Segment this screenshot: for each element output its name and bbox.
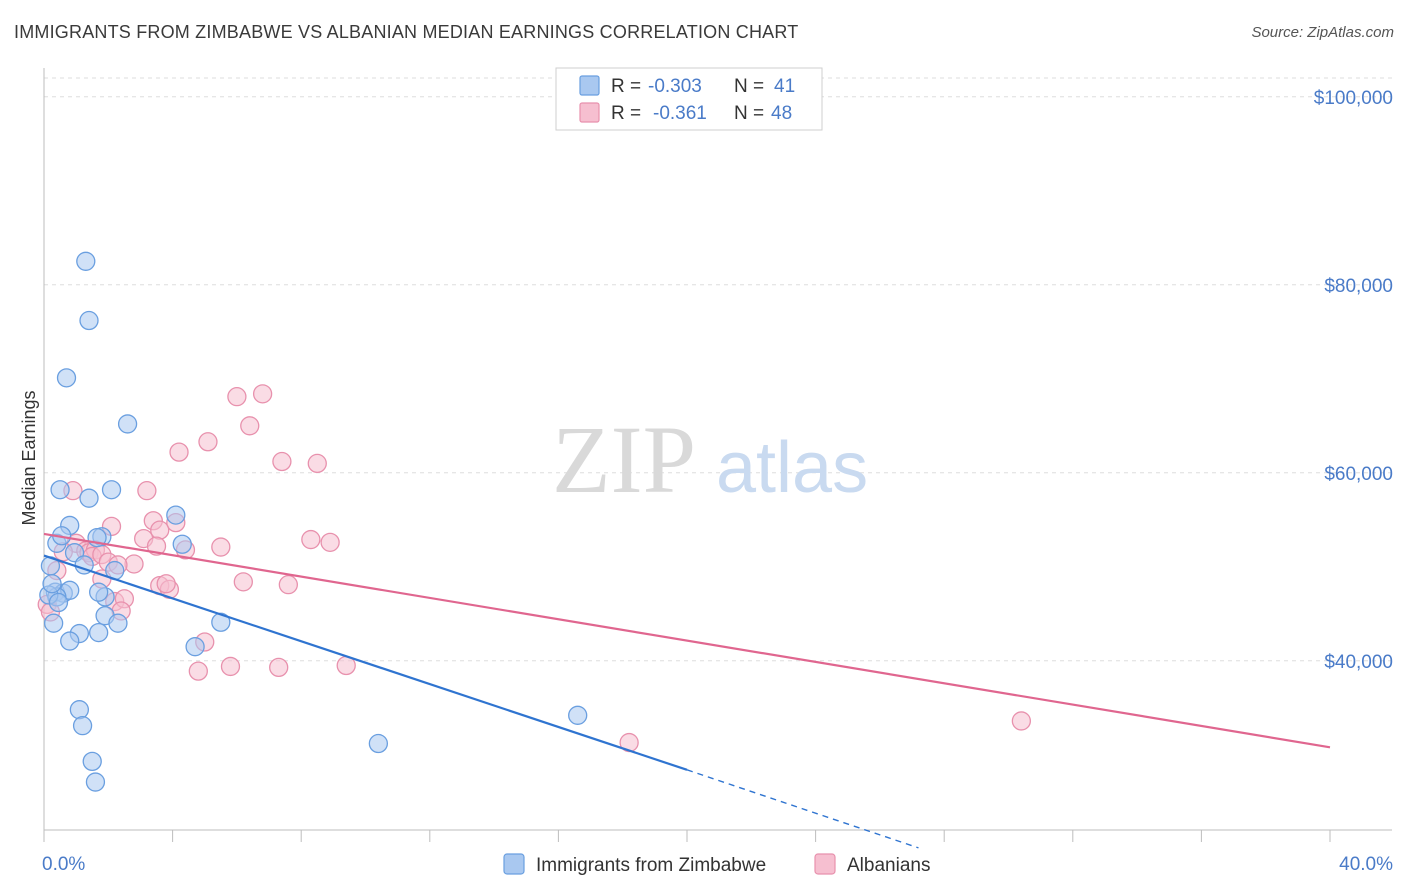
y-axis-label: Median Earnings <box>19 390 39 525</box>
albanians-trend-line <box>43 532 1331 749</box>
chart-title: IMMIGRANTS FROM ZIMBABWE VS ALBANIAN MED… <box>14 22 799 42</box>
legend-r-label-zimbabwe: R = <box>611 76 641 97</box>
legend-swatch-zimbabwe <box>579 75 600 96</box>
legend-r-value-zimbabwe: -0.303 <box>648 76 702 97</box>
albanians-point-3 <box>198 432 218 452</box>
albanians-point-40 <box>188 661 208 681</box>
zimbabwe-trend-line-extension <box>686 769 919 849</box>
zimbabwe-point-1 <box>79 310 99 331</box>
legend-box <box>555 67 823 131</box>
albanians-point-28 <box>124 554 144 574</box>
legend-swatch-albanians <box>579 102 600 123</box>
zimbabwe-point-29 <box>72 716 93 736</box>
albanians-point-34 <box>233 572 253 592</box>
albanians-point-33 <box>156 574 176 594</box>
watermark-atlas: atlas <box>716 428 868 508</box>
y-tick-label-60000: $60,000 <box>1324 464 1393 485</box>
legend-r-value-albanians: -0.361 <box>653 103 707 124</box>
zimbabwe-point-21 <box>89 622 109 643</box>
bottom-legend-label-albanians: Albanians <box>847 855 930 876</box>
legend-r-label-albanians: R = <box>611 103 641 124</box>
albanians-point-7 <box>137 481 157 501</box>
albanians-point-16 <box>211 537 231 557</box>
zimbabwe-point-5 <box>79 488 99 508</box>
albanians-point-12 <box>150 520 170 540</box>
watermark-zip: ZIP <box>552 406 696 513</box>
zimbabwe-points <box>39 251 588 792</box>
zimbabwe-point-6 <box>101 480 122 500</box>
zimbabwe-point-24 <box>166 505 186 525</box>
zimbabwe-point-0 <box>76 251 96 271</box>
albanians-point-6 <box>307 453 327 474</box>
trend-lines <box>43 532 1331 849</box>
watermark: ZIP atlas <box>552 406 868 513</box>
albanians-points <box>37 384 1032 753</box>
x-tick-labels: 0.0% 40.0% <box>42 854 1393 875</box>
albanians-point-4 <box>169 442 189 462</box>
zimbabwe-point-26 <box>211 612 231 632</box>
zimbabwe-point-33 <box>568 705 588 725</box>
zimbabwe-point-28 <box>69 700 90 720</box>
bottom-legend-swatch-albanians <box>814 853 836 875</box>
x-tick-label-max: 40.0% <box>1339 854 1393 875</box>
albanians-point-42 <box>269 657 289 678</box>
albanians-point-14 <box>301 529 321 550</box>
albanians-point-35 <box>278 575 298 595</box>
zimbabwe-point-35 <box>42 574 62 594</box>
legend-n-value-albanians: 48 <box>771 103 792 124</box>
zimbabwe-point-31 <box>85 772 106 792</box>
albanians-point-5 <box>272 451 292 472</box>
zimbabwe-point-30 <box>82 751 102 772</box>
albanians-point-0 <box>252 384 273 404</box>
zimbabwe-trend-line <box>43 554 688 771</box>
legend-n-label-zimbabwe: N = <box>734 76 764 97</box>
zimbabwe-point-3 <box>117 414 138 434</box>
zimbabwe-point-17 <box>89 582 109 602</box>
bottom-legend-label-zimbabwe: Immigrants from Zimbabwe <box>536 855 766 876</box>
albanians-point-15 <box>320 532 340 553</box>
albanians-point-45 <box>1011 711 1032 731</box>
zimbabwe-point-25 <box>172 534 192 554</box>
axes <box>43 68 1392 842</box>
albanians-point-41 <box>220 656 241 677</box>
zimbabwe-point-2 <box>56 368 77 388</box>
albanians-point-1 <box>227 387 247 407</box>
bottom-legend-swatch-zimbabwe <box>503 853 525 875</box>
y-tick-label-100000: $100,000 <box>1314 88 1393 109</box>
y-tick-label-40000: $40,000 <box>1324 652 1393 673</box>
zimbabwe-point-27 <box>185 637 205 657</box>
legend: R = -0.303 N = 41 R = -0.361 N = 48 <box>555 67 823 131</box>
zimbabwe-point-18 <box>43 613 64 633</box>
legend-n-label-albanians: N = <box>734 103 764 124</box>
zimbabwe-point-36 <box>48 592 69 613</box>
y-tick-labels: $40,000 $60,000 $80,000 $100,000 <box>1314 88 1393 673</box>
legend-n-value-zimbabwe: 41 <box>774 76 795 97</box>
source-label: Source: ZipAtlas.com <box>1251 24 1394 41</box>
zimbabwe-point-32 <box>368 733 389 754</box>
zimbabwe-point-20 <box>108 613 128 633</box>
zimbabwe-point-4 <box>50 480 70 500</box>
bottom-legend: Immigrants from Zimbabwe Albanians <box>503 853 930 876</box>
albanians-point-2 <box>240 416 260 436</box>
zimbabwe-point-23 <box>60 631 80 651</box>
y-tick-label-80000: $80,000 <box>1324 276 1393 297</box>
albanians-point-18 <box>146 536 167 556</box>
x-tick-label-min: 0.0% <box>42 854 85 875</box>
